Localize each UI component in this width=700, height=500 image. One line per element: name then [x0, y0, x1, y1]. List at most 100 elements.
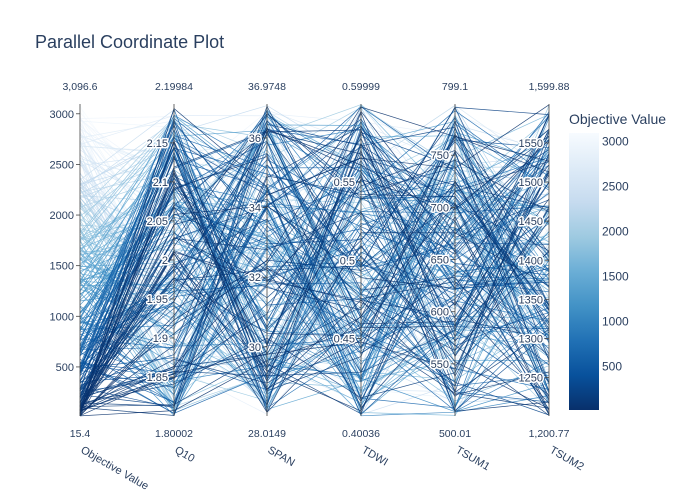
- data-line: [79, 145, 550, 403]
- data-line: [79, 198, 550, 417]
- colorbar-scale: [569, 133, 599, 410]
- data-line: [79, 123, 550, 407]
- axis-q10[interactable]: 2.199841.800021.851.851.91.91.951.95222.…: [145, 81, 197, 465]
- axis-min-label: 1,200.77: [529, 428, 570, 440]
- data-line: [79, 137, 550, 412]
- data-line: [79, 135, 550, 415]
- axis-tick-label: 2: [162, 255, 168, 267]
- axis-tick-label: 1250: [519, 373, 543, 385]
- axis-tick-label: 1300: [519, 333, 543, 345]
- axis-title: SPAN: [266, 444, 297, 469]
- data-lines: [79, 104, 550, 417]
- axis-tick-halo: 500: [56, 362, 74, 374]
- axis-tick-label: 36: [249, 133, 261, 145]
- data-line: [79, 107, 550, 414]
- data-line: [79, 129, 550, 408]
- colorbar-title: Objective Value: [569, 111, 666, 127]
- axis-min-label: 1.80002: [155, 428, 193, 440]
- data-line: [79, 140, 550, 413]
- axis-tick-halo: 0.5: [340, 255, 355, 267]
- axis-tick-halo: 1250: [519, 373, 543, 385]
- data-line: [79, 126, 550, 389]
- data-line: [79, 142, 550, 404]
- data-line: [79, 129, 550, 376]
- data-line: [79, 112, 550, 406]
- axis-min-label: 0.40036: [342, 428, 380, 440]
- axis-tsum2[interactable]: 1,599.881,200.77125012501300130013501350…: [517, 81, 586, 473]
- colorbar-tick-label: 2500: [602, 180, 629, 194]
- data-line: [79, 125, 550, 386]
- axis-tick-halo: 1550: [519, 138, 543, 150]
- axis-tick-label: 500: [56, 362, 74, 374]
- data-line: [79, 120, 550, 396]
- axis-tick-halo: 3000: [50, 109, 74, 121]
- data-line: [79, 181, 550, 407]
- axis-max-label: 3,096.6: [62, 81, 97, 93]
- axis-tick-label: 1.85: [147, 372, 168, 384]
- data-line: [79, 183, 550, 374]
- data-line: [79, 110, 550, 412]
- axis-tick-label: 650: [431, 255, 449, 267]
- axis-tick-halo: 2.15: [147, 138, 168, 150]
- axis-title: Q10: [173, 444, 197, 465]
- axis-tick-label: 600: [431, 307, 449, 319]
- data-line: [79, 108, 550, 357]
- axis-tick-halo: 2000: [50, 210, 74, 222]
- axis-tsum1[interactable]: 799.1500.0155055060060065065070070075075…: [429, 81, 492, 473]
- axis-tick-label: 1350: [519, 294, 543, 306]
- axis-tick-halo: 1.95: [147, 294, 168, 306]
- colorbar-tick-label: 500: [602, 359, 622, 373]
- axis-tick-halo: 1.9: [153, 333, 168, 345]
- axis-tick-halo: 1450: [519, 216, 543, 228]
- axis-tick-halo: 1500: [519, 177, 543, 189]
- axis-tick-halo: 0.55: [334, 177, 355, 189]
- data-line: [79, 159, 550, 367]
- data-line: [79, 125, 550, 366]
- axis-tick-halo: 1500: [50, 261, 74, 273]
- axis-title: TSUM2: [548, 444, 586, 473]
- axis-tick-label: 750: [431, 150, 449, 162]
- axis-tick-label: 1450: [519, 216, 543, 228]
- axis-tick-label: 30: [249, 342, 261, 354]
- data-line: [79, 282, 550, 403]
- axis-tick-halo: 2.1: [153, 177, 168, 189]
- axis-tick-label: 1400: [519, 255, 543, 267]
- data-line: [79, 232, 550, 414]
- data-line: [79, 129, 550, 415]
- data-line: [79, 146, 550, 390]
- data-line: [79, 135, 550, 403]
- data-line: [79, 202, 550, 397]
- axis-tick-label: 1500: [519, 177, 543, 189]
- axis-tick-label: 2500: [50, 159, 74, 171]
- data-line: [79, 130, 550, 416]
- data-line: [79, 129, 550, 404]
- data-line: [79, 130, 550, 413]
- data-line: [79, 129, 550, 416]
- colorbar-tick-label: 1000: [602, 314, 629, 328]
- axis-min-label: 15.4: [70, 428, 91, 440]
- data-line: [79, 147, 550, 415]
- axis-tick-halo: 34: [249, 203, 261, 215]
- axis-tick-label: 550: [431, 359, 449, 371]
- axis-tick-halo: 32: [249, 272, 261, 284]
- data-line: [79, 261, 550, 398]
- axis-tick-label: 2000: [50, 210, 74, 222]
- axis-tick-label: 1500: [50, 261, 74, 273]
- data-line: [79, 202, 550, 395]
- data-line: [79, 184, 550, 392]
- data-line: [79, 175, 550, 411]
- data-line: [79, 152, 550, 409]
- colorbar: Objective Value 500 1000 1500 2000 2500 3000: [569, 111, 666, 410]
- data-line: [79, 123, 550, 337]
- axis-tick-halo: 2.05: [147, 216, 168, 228]
- data-line: [79, 151, 550, 349]
- data-line: [79, 174, 550, 416]
- axis-tick-halo: 700: [431, 202, 449, 214]
- axis-min-label: 500.01: [439, 428, 471, 440]
- axis-tick-label: 1.9: [153, 333, 168, 345]
- data-line: [79, 151, 550, 383]
- axis-title: TSUM1: [454, 444, 492, 473]
- axis-tick-label: 0.55: [334, 177, 355, 189]
